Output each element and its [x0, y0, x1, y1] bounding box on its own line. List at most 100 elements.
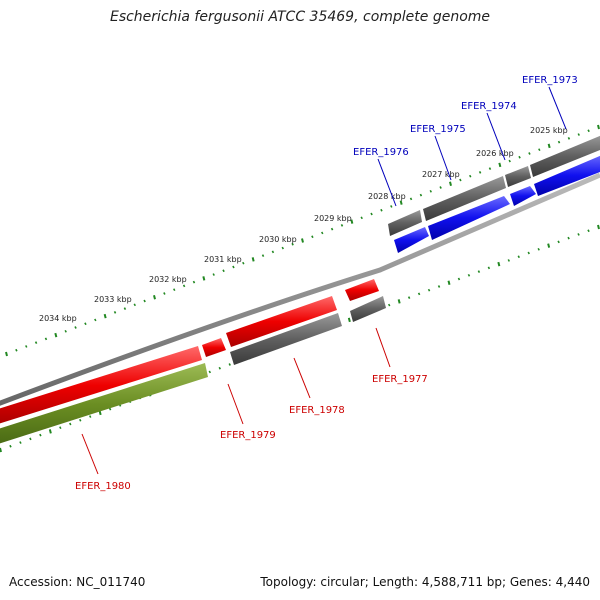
tick-mark: [459, 178, 462, 182]
tick-mark: [0, 447, 2, 453]
tick-mark: [439, 186, 442, 189]
tick-mark: [498, 162, 502, 168]
gene-bar-efer-1978-gray[interactable]: [230, 313, 342, 365]
tick-mark: [29, 437, 32, 441]
tick-mark: [94, 318, 97, 322]
gene-label-efer-1978[interactable]: EFER_1978: [289, 405, 345, 416]
tick-mark: [202, 276, 206, 281]
tick-mark: [39, 433, 42, 437]
tick-mark: [467, 273, 471, 277]
tick-mark: [547, 243, 551, 248]
gene-bar-efer-1975-gray[interactable]: [423, 176, 506, 221]
label-leaders: [81, 86, 567, 475]
tick-mark: [261, 254, 265, 257]
gene-arrow-efer-1980[interactable]: [0, 346, 202, 425]
tick-mark: [437, 285, 441, 288]
tick-mark: [251, 257, 255, 262]
tick-mark: [271, 250, 275, 254]
gene-label-efer-1974[interactable]: EFER_1974: [461, 101, 517, 112]
gene-bar-efer-1973-gray[interactable]: [530, 135, 600, 177]
tick-mark: [228, 363, 231, 366]
tick-mark: [587, 129, 590, 133]
tick-mark: [88, 415, 92, 418]
tick-mark: [597, 124, 600, 130]
tick-mark: [212, 273, 215, 276]
tick-mark: [457, 277, 461, 281]
tick-mark: [103, 313, 107, 319]
tick-mark: [537, 247, 540, 251]
tick-mark: [108, 407, 112, 411]
tick-label: 2025 kbp: [530, 126, 568, 135]
gene-label-efer-1973[interactable]: EFER_1973: [522, 75, 578, 86]
gene-arrow-efer-1978[interactable]: [226, 296, 337, 347]
tick-mark: [557, 240, 560, 244]
tick-mark: [321, 231, 324, 235]
tick-mark: [497, 261, 501, 267]
tick-label: 2029 kbp: [314, 214, 352, 223]
tick-mark: [123, 307, 127, 310]
accession-text: Accession: NC_011740: [9, 575, 146, 589]
tick-mark: [409, 197, 413, 201]
gene-arrow-efer-1979[interactable]: [202, 338, 226, 357]
tick-mark: [291, 242, 294, 246]
tick-mark: [487, 266, 491, 270]
tick-mark: [301, 238, 304, 243]
tick-label: 2028 kbp: [368, 192, 406, 201]
tick-label: 2031 kbp: [204, 255, 242, 264]
tick-mark: [507, 259, 511, 262]
tick-mark: [407, 296, 411, 299]
gene-label-efer-1975[interactable]: EFER_1975: [410, 124, 466, 135]
tick-mark: [222, 269, 225, 273]
tick-mark: [330, 227, 334, 231]
gene-arrow-efer-1977[interactable]: [345, 279, 379, 301]
tick-mark: [547, 143, 551, 149]
tick-mark: [577, 233, 580, 236]
gene-label-efer-1976[interactable]: EFER_1976: [353, 147, 409, 158]
gene-bar-efer-1977-gray[interactable]: [350, 296, 386, 322]
tick-mark: [242, 261, 245, 265]
tick-mark: [84, 322, 87, 326]
tick-mark: [9, 444, 12, 448]
backbone-track: [0, 172, 600, 406]
tick-mark: [518, 155, 521, 159]
gene-bar-efer-1974-gray[interactable]: [505, 166, 531, 187]
gene-label-efer-1977[interactable]: EFER_1977: [372, 374, 428, 385]
tick-mark: [218, 366, 221, 370]
tick-mark: [577, 133, 580, 136]
tick-mark: [163, 292, 166, 295]
tick-mark: [5, 351, 8, 357]
tick-label: 2030 kbp: [259, 235, 297, 244]
tick-mark: [477, 270, 481, 273]
gene-label-efer-1979[interactable]: EFER_1979: [220, 430, 276, 441]
gene-label-efer-1980[interactable]: EFER_1980: [75, 481, 131, 492]
tick-mark: [538, 148, 541, 152]
tick-mark: [153, 295, 156, 300]
gene-bar-efer-1976-gray[interactable]: [388, 210, 422, 236]
tick-mark: [557, 140, 561, 144]
tick-mark: [429, 189, 432, 193]
tick-mark: [133, 303, 136, 307]
tick-mark: [59, 426, 62, 430]
tick-label: 2033 kbp: [94, 295, 132, 304]
tick-mark: [417, 292, 421, 296]
tick-mark: [508, 159, 511, 163]
gene-arrow-efer-1973[interactable]: [534, 155, 600, 196]
map-title: Escherichia fergusonii ATCC 35469, compl…: [109, 9, 491, 25]
gene-bar-efer-1980-olive[interactable]: [0, 363, 208, 445]
tick-mark: [192, 280, 196, 284]
gene-arrow-efer-1974[interactable]: [510, 186, 536, 206]
tick-mark: [567, 136, 571, 140]
tick-mark: [347, 317, 351, 323]
gene-arrow-efer-1975[interactable]: [428, 196, 510, 240]
tick-label: 2032 kbp: [149, 275, 187, 284]
tick-mark: [478, 171, 482, 174]
tick-label: 2026 kbp: [476, 149, 514, 158]
tick-mark: [567, 236, 570, 240]
tick-mark: [281, 246, 284, 250]
tick-mark: [469, 174, 472, 178]
tick-mark: [173, 288, 176, 292]
gene-arrow-efer-1976[interactable]: [394, 227, 429, 253]
tick-mark: [587, 229, 590, 233]
tick-label: 2027 kbp: [422, 170, 460, 179]
tick-mark: [527, 251, 530, 255]
